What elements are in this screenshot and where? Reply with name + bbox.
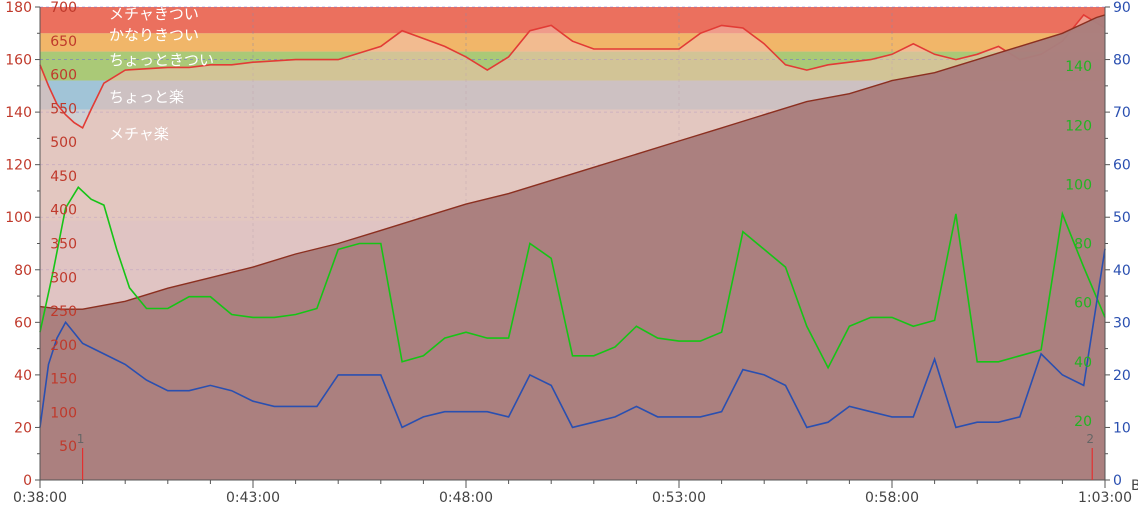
heart-rate-axis-label: 100 — [50, 405, 77, 421]
heart-rate-axis-label: 200 — [50, 338, 77, 354]
green-series-line — [39, 186, 1106, 370]
blue-axis-label: 90 — [1113, 0, 1131, 16]
data-series — [39, 13, 1106, 481]
green-axis-label: 20 — [1074, 414, 1092, 430]
zone-band — [40, 7, 1105, 34]
x-axis-tick-label: 0:43:00 — [226, 490, 280, 506]
left-axis-tick-label: 0 — [23, 473, 32, 489]
blue-axis-label: 10 — [1113, 420, 1131, 436]
blue-axis-label: 30 — [1113, 315, 1131, 331]
left-axis-tick-label: 180 — [5, 0, 32, 16]
heart-rate-axis-label: 650 — [50, 34, 77, 50]
zone-label: メチャ楽 — [109, 125, 169, 143]
x-axis-tick-label: 1:03:00 — [1078, 490, 1132, 506]
green-axis-label: 60 — [1074, 296, 1092, 312]
zone-label: ちょっときつい — [109, 51, 214, 69]
heart-rate-axis-label: 350 — [50, 237, 77, 253]
axes: 0204060801001201401601805010015020025030… — [5, 0, 1138, 506]
heart-rate-axis-label: 300 — [50, 270, 77, 286]
heart-rate-axis-label: 450 — [50, 169, 77, 185]
zone-label: ちょっと楽 — [109, 88, 184, 106]
heart-rate-axis-label: 600 — [50, 68, 77, 84]
lap-marker-label: 2 — [1086, 432, 1094, 446]
x-axis-tick-label: 0:53:00 — [652, 490, 706, 506]
x-axis-tick-label: 0:58:00 — [865, 490, 919, 506]
green-axis-label: 100 — [1065, 177, 1092, 193]
cumulative-line — [39, 14, 1106, 310]
left-axis-tick-label: 40 — [14, 368, 32, 384]
blue-axis-label: 50 — [1113, 210, 1131, 226]
heart-rate-axis-label: 50 — [59, 439, 77, 455]
zone-label: メチャきつい — [109, 5, 199, 23]
blue-axis-label: 40 — [1113, 263, 1131, 279]
heart-rate-axis-label: 250 — [50, 304, 77, 320]
heart-rate-axis-label: 500 — [50, 135, 77, 151]
x-axis-tick-label: 0:38:00 — [13, 490, 67, 506]
left-axis-tick-label: 80 — [14, 263, 32, 279]
blue-axis-label: 80 — [1113, 53, 1131, 69]
green-axis-label: 120 — [1065, 118, 1092, 134]
left-axis-tick-label: 140 — [5, 105, 32, 121]
green-axis-label: 140 — [1065, 59, 1092, 75]
unit-corner-label: B — [1131, 478, 1138, 494]
blue-axis-label: 20 — [1113, 368, 1131, 384]
heart-rate-line — [39, 13, 1106, 130]
left-axis-tick-label: 20 — [14, 420, 32, 436]
blue-axis-label: 60 — [1113, 158, 1131, 174]
cumulative-area — [40, 14, 1105, 481]
blue-axis-label: 0 — [1113, 473, 1122, 489]
zone-label: かなりきつい — [109, 26, 199, 44]
blue-axis-label: 70 — [1113, 105, 1131, 121]
heart-rate-axis-label: 150 — [50, 372, 77, 388]
heart-rate-axis-label: 550 — [50, 101, 77, 117]
green-axis-label: 80 — [1074, 237, 1092, 253]
left-axis-tick-label: 120 — [5, 158, 32, 174]
heart-rate-axis-label: 400 — [50, 203, 77, 219]
left-axis-tick-label: 100 — [5, 210, 32, 226]
heart-rate-axis-label: 700 — [50, 0, 77, 16]
green-axis-label: 40 — [1074, 355, 1092, 371]
blue-series-line — [39, 248, 1106, 429]
left-axis-tick-label: 60 — [14, 315, 32, 331]
x-axis-tick-label: 0:48:00 — [439, 490, 493, 506]
lap-marker-label: 1 — [77, 432, 85, 446]
left-axis-tick-label: 160 — [5, 53, 32, 69]
